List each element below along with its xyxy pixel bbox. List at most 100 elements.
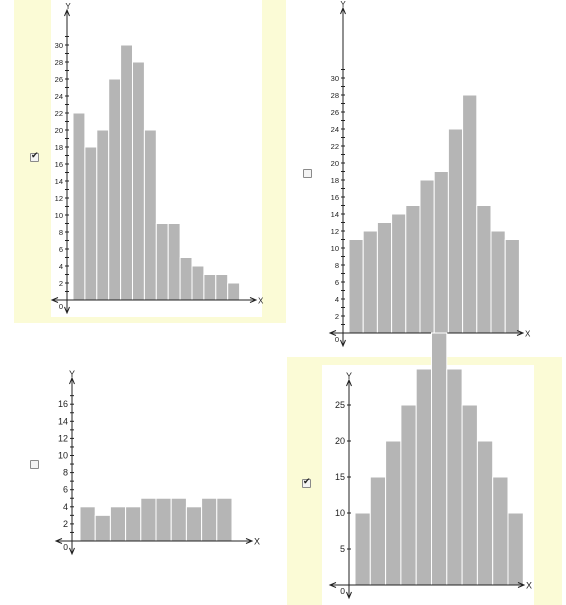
y-axis-arrow-up-icon xyxy=(340,6,346,15)
bar xyxy=(179,257,193,301)
y-tick-label: 22 xyxy=(55,109,63,118)
y-tick-label: 12 xyxy=(58,433,68,443)
bar xyxy=(96,129,110,301)
histogram-3: 2 4 6 8 10 12 14 16 Y X 0 xyxy=(54,369,260,556)
bar xyxy=(84,146,98,301)
bar xyxy=(385,440,402,586)
bar xyxy=(354,512,371,586)
y-axis-label: Y xyxy=(69,369,75,379)
x-axis-arrow-right-icon xyxy=(249,297,258,303)
histogram-4: 5 10 15 20 25 Y X 0 xyxy=(328,332,532,600)
y-tick-label: 10 xyxy=(331,244,339,253)
y-tick-label: 12 xyxy=(331,227,339,236)
y-tick-label: 4 xyxy=(63,502,68,512)
bar xyxy=(492,476,509,586)
y-tick-label: 6 xyxy=(63,485,68,495)
y-tick-label: 18 xyxy=(55,143,63,152)
origin-label: 0 xyxy=(335,335,339,344)
y-tick-label: 2 xyxy=(59,279,63,288)
bar xyxy=(405,205,421,334)
bar xyxy=(415,368,433,586)
origin-label: 0 xyxy=(63,542,68,552)
y-axis-arrow-down-icon xyxy=(69,547,75,556)
bar xyxy=(191,265,205,301)
y-tick-label: 8 xyxy=(63,468,68,478)
y-tick-label: 26 xyxy=(55,75,63,84)
option-3-checkbox[interactable] xyxy=(30,460,39,469)
option-1-checkbox[interactable]: ✔ xyxy=(30,151,39,162)
bar xyxy=(504,239,520,334)
y-tick-label: 26 xyxy=(331,108,339,117)
checkmark-icon: ✔ xyxy=(31,151,39,161)
y-tick-label: 5 xyxy=(340,544,345,554)
y-axis-arrow-up-icon xyxy=(346,378,352,387)
x-axis-arrow-left-icon xyxy=(328,330,337,336)
bar xyxy=(462,94,478,334)
origin-label: 0 xyxy=(340,586,345,596)
y-tick-label: 22 xyxy=(331,142,339,151)
bar xyxy=(125,506,142,542)
bar xyxy=(461,404,478,586)
bar xyxy=(362,230,378,334)
bar xyxy=(227,282,241,301)
y-tick-label: 16 xyxy=(331,193,339,202)
x-axis-arrow-left-icon xyxy=(328,582,337,588)
x-axis-arrow-right-icon xyxy=(516,330,525,336)
y-tick-label: 2 xyxy=(63,519,68,529)
bar xyxy=(419,179,435,334)
y-tick-label: 15 xyxy=(335,472,345,482)
y-tick-label: 2 xyxy=(335,312,339,321)
y-tick-label: 20 xyxy=(335,436,345,446)
bar xyxy=(203,274,217,301)
bar xyxy=(94,514,111,542)
bar xyxy=(348,239,364,334)
bar xyxy=(215,274,229,301)
y-tick-label: 18 xyxy=(331,176,339,185)
y-tick-label: 30 xyxy=(55,41,63,50)
bar xyxy=(446,368,463,586)
y-tick-label: 24 xyxy=(55,92,63,101)
y-axis-label: Y xyxy=(340,0,346,9)
y-tick-label: 6 xyxy=(335,278,339,287)
y-tick-label: 24 xyxy=(331,125,339,134)
y-axis-arrow-up-icon xyxy=(64,8,70,17)
y-tick-label: 16 xyxy=(55,160,63,169)
y-tick-label: 8 xyxy=(59,228,63,237)
y-tick-label: 10 xyxy=(335,508,345,518)
y-axis-arrow-up-icon xyxy=(69,376,75,385)
answer-option-2[interactable] xyxy=(288,0,566,345)
bar xyxy=(155,223,169,301)
x-axis-arrow-left-icon xyxy=(54,538,63,544)
bar xyxy=(490,230,506,334)
bar xyxy=(72,112,86,301)
y-tick-label: 8 xyxy=(335,261,339,270)
checkmark-icon: ✔ xyxy=(303,477,311,487)
option-2-checkbox[interactable] xyxy=(303,169,312,178)
bar xyxy=(391,213,407,334)
bar xyxy=(447,128,464,334)
bar xyxy=(143,129,157,301)
y-tick-label: 25 xyxy=(335,400,345,410)
option-4-checkbox[interactable]: ✔ xyxy=(302,477,311,488)
y-tick-label: 20 xyxy=(331,159,339,168)
bar xyxy=(108,78,122,301)
x-axis-arrow-left-icon xyxy=(50,297,59,303)
y-axis-arrow-down-icon xyxy=(346,591,352,600)
y-tick-label: 10 xyxy=(58,451,68,461)
y-tick-label: 4 xyxy=(59,262,63,271)
answer-option-3[interactable] xyxy=(14,360,286,560)
x-axis-arrow-right-icon xyxy=(517,582,526,588)
y-tick-label: 14 xyxy=(58,416,68,426)
y-tick-label: 6 xyxy=(59,245,63,254)
bar xyxy=(476,205,492,334)
y-axis-label: Y xyxy=(65,2,71,11)
y-tick-label: 10 xyxy=(55,211,63,220)
bar xyxy=(431,332,448,586)
bar xyxy=(376,222,393,334)
y-tick-label: 16 xyxy=(58,399,68,409)
x-axis-label: X xyxy=(258,297,264,306)
bar xyxy=(185,506,203,542)
bar xyxy=(170,497,187,542)
